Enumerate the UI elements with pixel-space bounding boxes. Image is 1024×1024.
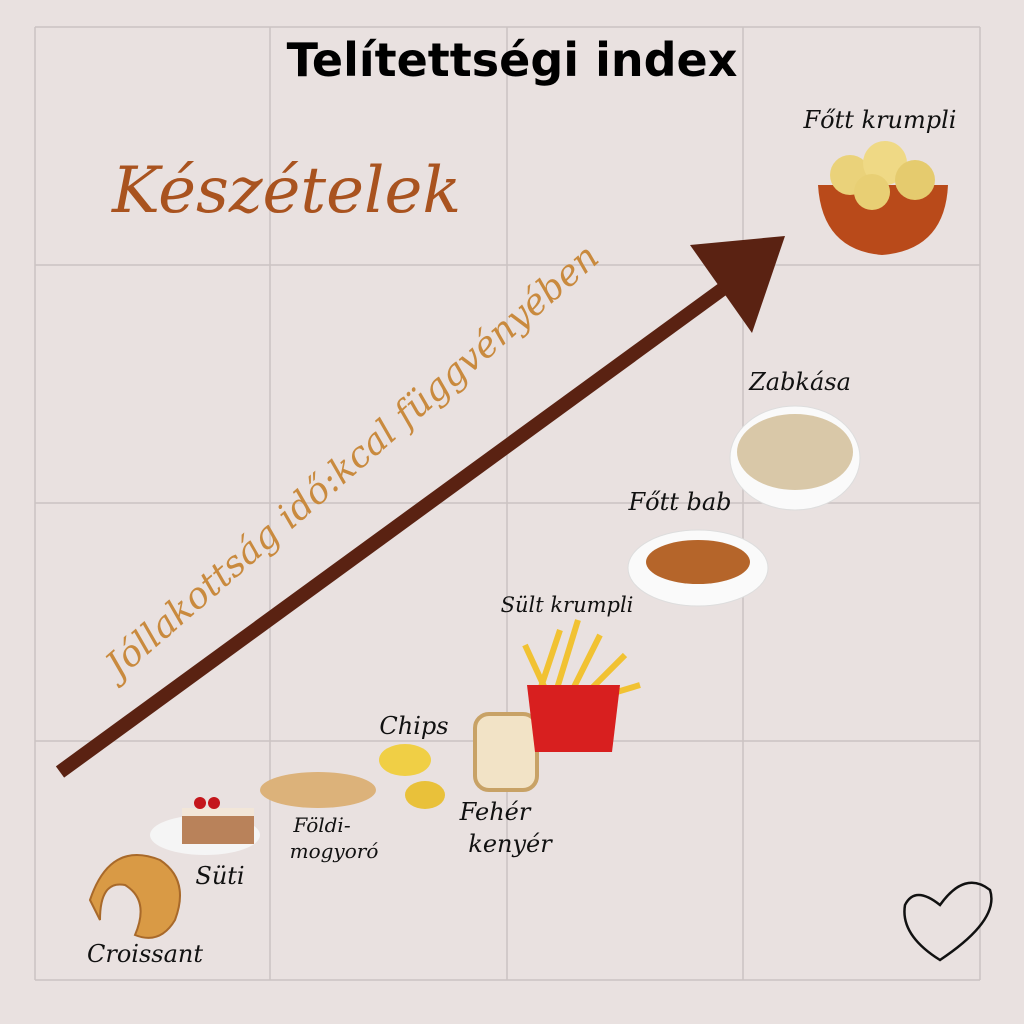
oatmeal-icon (737, 414, 853, 490)
arrow (55, 236, 785, 778)
fries-box (527, 685, 620, 752)
title: Telítettségi index (287, 33, 738, 87)
grid (34, 26, 981, 981)
potato (895, 160, 935, 200)
bread-icon (473, 712, 539, 792)
item-label: Főtt bab (627, 488, 731, 516)
peanuts-icon (260, 772, 376, 808)
chips-icon (405, 781, 445, 809)
item-label: mogyoró (290, 839, 379, 863)
arrow-head (690, 236, 785, 333)
cherry (194, 797, 206, 809)
item-label: Sült krumpli (501, 593, 634, 617)
beans-icon (646, 540, 750, 584)
pot-icon (818, 185, 948, 255)
item-label: Főtt krumpli (803, 106, 957, 134)
logo (903, 881, 993, 962)
item-label: Süti (195, 862, 244, 890)
item-label: Földi- (292, 813, 350, 837)
croissant-icon (88, 854, 181, 939)
cake-cream (182, 808, 254, 816)
item-label: Chips (379, 712, 448, 740)
item-labels: Croissant Süti Földi- mogyoró Chips Fehé… (87, 106, 956, 968)
subtitle: Készételek (111, 154, 461, 228)
potato (854, 174, 890, 210)
chips-icon (379, 744, 431, 776)
item-label: Fehér (459, 798, 532, 826)
arrow-shaft (55, 274, 740, 778)
item-label: Croissant (87, 940, 203, 968)
food-icons (88, 141, 993, 962)
item-label: kenyér (468, 830, 553, 858)
item-label: Zabkása (748, 368, 851, 396)
cherry (208, 797, 220, 809)
